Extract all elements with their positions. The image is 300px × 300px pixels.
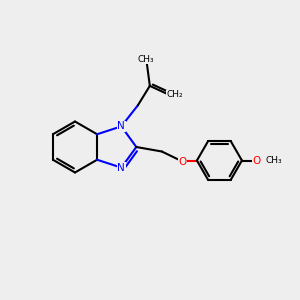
Text: CH₃: CH₃ xyxy=(266,156,283,165)
Text: CH₂: CH₂ xyxy=(167,90,183,99)
Text: O: O xyxy=(178,157,186,167)
Text: N: N xyxy=(118,163,125,172)
Text: CH₃: CH₃ xyxy=(137,55,154,64)
Text: N: N xyxy=(118,122,125,131)
Text: O: O xyxy=(252,155,260,166)
